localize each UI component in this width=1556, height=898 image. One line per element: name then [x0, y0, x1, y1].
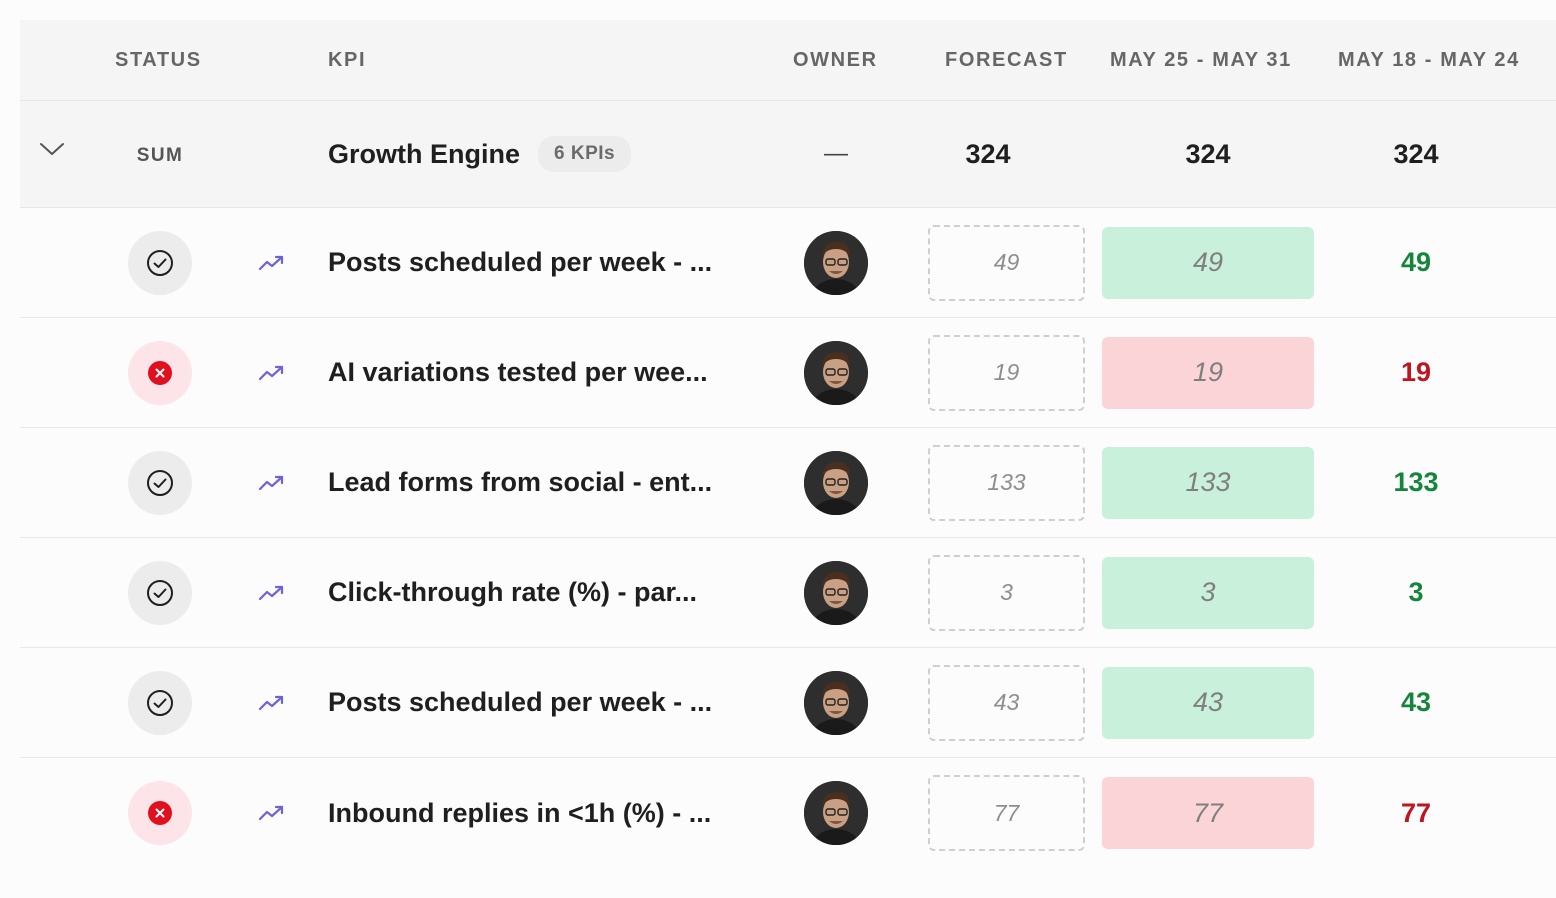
avatar[interactable]: [804, 450, 868, 515]
week-may18-value: 133: [1393, 467, 1439, 497]
avatar[interactable]: [804, 670, 868, 735]
column-header-forecast[interactable]: FORECAST: [945, 48, 1068, 71]
aggregation-label: SUM: [136, 145, 184, 166]
kpi-name[interactable]: AI variations tested per wee...: [328, 357, 708, 387]
forecast-value[interactable]: 43: [928, 664, 1085, 741]
column-header-week-may25[interactable]: MAY 25 - MAY 31: [1110, 48, 1292, 71]
week-may25-value[interactable]: 43: [1102, 666, 1314, 739]
trending-up-icon: [258, 475, 284, 490]
group-owner-empty: —: [824, 140, 848, 167]
forecast-value[interactable]: 77: [928, 775, 1085, 851]
table-header: STATUS KPI OWNER FORECAST MAY 25 - MAY 3…: [20, 20, 1556, 101]
week-may25-value[interactable]: 133: [1102, 446, 1314, 519]
kpi-row[interactable]: Lead forms from social - ent... 133 133: [20, 428, 1556, 538]
trending-up-icon: [258, 255, 284, 270]
kpi-count-badge: 6 KPIs: [538, 136, 632, 172]
group-title: Growth Engine: [328, 138, 520, 169]
forecast-value[interactable]: 3: [928, 554, 1085, 631]
group-week-may25: 324: [1185, 138, 1231, 169]
chevron-down-icon[interactable]: [38, 139, 66, 159]
column-header-kpi[interactable]: KPI: [328, 48, 367, 71]
status-indicator[interactable]: [128, 560, 192, 625]
column-header-week-may18[interactable]: MAY 18 - MAY 24: [1338, 48, 1520, 71]
week-may18-value: 49: [1400, 247, 1432, 277]
kpi-row[interactable]: Inbound replies in <1h (%) - ... 77 77: [20, 758, 1556, 868]
group-forecast: 324: [965, 138, 1011, 169]
avatar[interactable]: [804, 340, 868, 405]
status-indicator[interactable]: [128, 781, 192, 845]
status-indicator[interactable]: [128, 670, 192, 735]
column-header-status[interactable]: STATUS: [115, 48, 202, 71]
trending-up-icon: [258, 585, 284, 600]
avatar[interactable]: [804, 781, 868, 845]
kpi-name[interactable]: Posts scheduled per week - ...: [328, 687, 713, 717]
week-may25-value[interactable]: 49: [1102, 226, 1314, 299]
avatar[interactable]: [804, 560, 868, 625]
check-circle-icon: [147, 469, 173, 496]
week-may18-value: 43: [1400, 687, 1432, 717]
x-circle-icon: [148, 801, 172, 825]
x-circle-icon: [148, 360, 172, 385]
kpi-row[interactable]: AI variations tested per wee... 19 19: [20, 318, 1556, 428]
group-row-growth-engine[interactable]: SUM Growth Engine 6 KPIs — 324 324 324: [20, 101, 1556, 208]
kpi-name[interactable]: Lead forms from social - ent...: [328, 467, 713, 497]
avatar[interactable]: [804, 230, 868, 295]
forecast-value[interactable]: 133: [928, 444, 1085, 521]
kpi-row[interactable]: Posts scheduled per week - ... 43 43: [20, 648, 1556, 758]
kpi-name[interactable]: Inbound replies in <1h (%) - ...: [328, 797, 712, 828]
check-circle-icon: [147, 579, 173, 606]
week-may18-value: 3: [1408, 577, 1424, 607]
trending-up-icon: [258, 365, 284, 380]
forecast-value[interactable]: 49: [928, 224, 1085, 301]
status-indicator[interactable]: [128, 450, 192, 515]
week-may18-value: 19: [1400, 357, 1432, 387]
week-may25-value[interactable]: 3: [1102, 556, 1314, 629]
week-may18-value: 77: [1400, 797, 1432, 828]
kpi-row[interactable]: Posts scheduled per week - ... 49 49: [20, 208, 1556, 318]
check-circle-icon: [147, 689, 173, 716]
forecast-value[interactable]: 19: [928, 334, 1085, 411]
column-header-owner[interactable]: OWNER: [793, 48, 878, 71]
kpi-row[interactable]: Click-through rate (%) - par... 3 3: [20, 538, 1556, 648]
kpi-name[interactable]: Posts scheduled per week - ...: [328, 247, 713, 277]
status-indicator[interactable]: [128, 340, 192, 405]
week-may25-value[interactable]: 77: [1102, 777, 1314, 849]
week-may25-value[interactable]: 19: [1102, 336, 1314, 409]
kpi-name[interactable]: Click-through rate (%) - par...: [328, 577, 698, 607]
check-circle-icon: [147, 249, 173, 276]
status-indicator[interactable]: [128, 230, 192, 295]
trending-up-icon: [258, 695, 284, 710]
group-week-may18: 324: [1393, 138, 1439, 169]
trending-up-icon: [258, 805, 284, 821]
